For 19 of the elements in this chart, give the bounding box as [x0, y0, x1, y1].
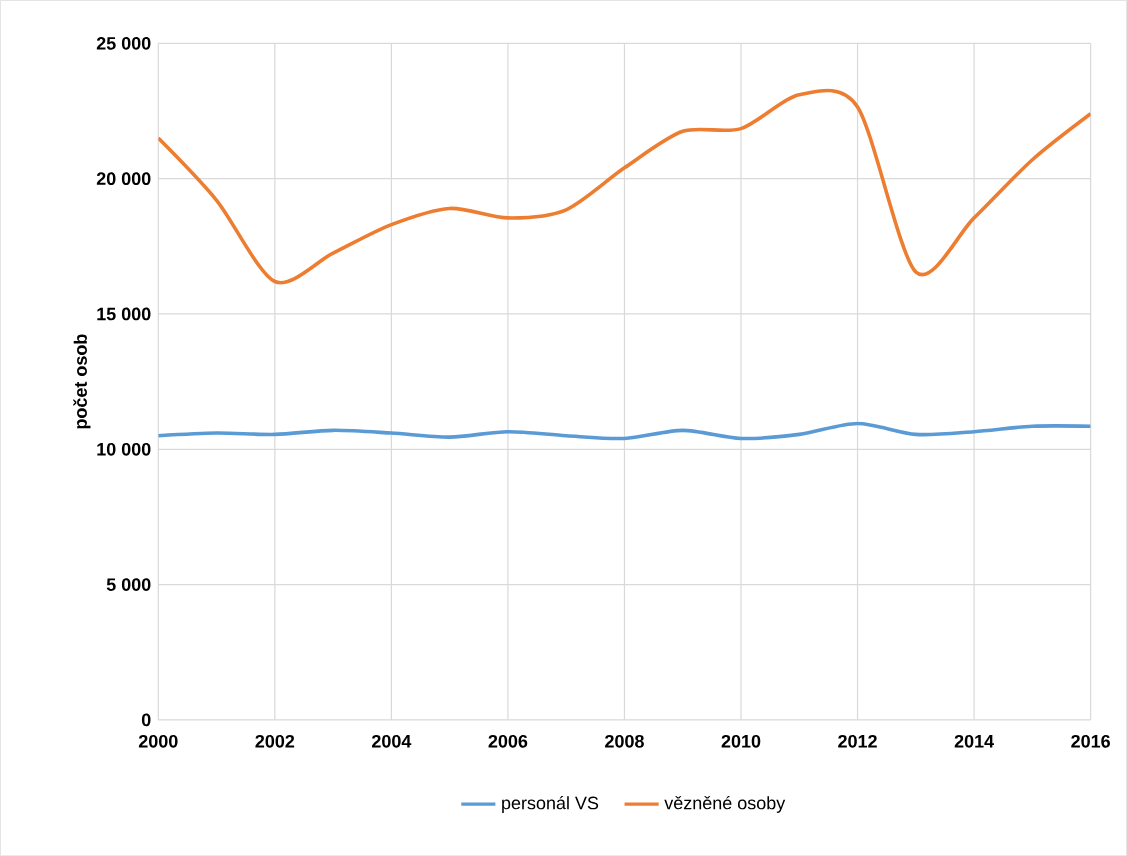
- y-tick-label: 5 000: [106, 578, 151, 591]
- x-tick-label: 2010: [721, 734, 761, 748]
- x-tick-label: 2016: [1071, 734, 1110, 748]
- y-tick-label: 15 000: [97, 307, 151, 321]
- x-tick-label: 2002: [255, 734, 295, 748]
- y-axis-title: počet osob: [73, 334, 91, 429]
- x-tick-label: 2000: [138, 734, 178, 748]
- x-tick-label: 2008: [605, 734, 644, 748]
- x-tick-label: 2014: [954, 734, 994, 748]
- legend-label: vězněné osoby: [664, 795, 786, 813]
- x-tick-label: 2004: [372, 734, 412, 748]
- y-tick-label: 0: [141, 713, 151, 727]
- legend-label: personál VS: [502, 795, 599, 813]
- x-tick-label: 2012: [838, 734, 877, 748]
- y-tick-label: 20 000: [96, 172, 151, 185]
- y-tick-label: 25 000: [96, 36, 151, 50]
- y-tick-label: 10 000: [97, 442, 151, 456]
- x-tick-label: 2006: [488, 734, 528, 748]
- line-series: [158, 421, 1091, 441]
